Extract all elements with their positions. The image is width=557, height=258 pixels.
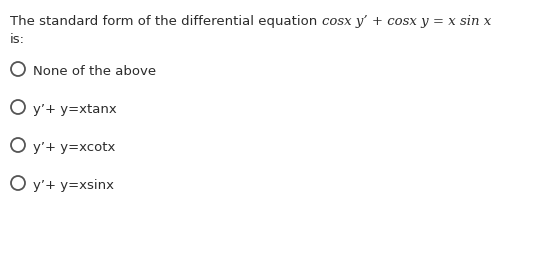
Text: y’+ y=xsinx: y’+ y=xsinx: [33, 179, 114, 192]
Text: The standard form of the differential equation: The standard form of the differential eq…: [10, 15, 321, 28]
Text: y’+ y=xtanx: y’+ y=xtanx: [33, 103, 117, 116]
Text: cosx y’ + cosx y = x sin x: cosx y’ + cosx y = x sin x: [323, 15, 492, 28]
Text: None of the above: None of the above: [33, 65, 156, 78]
Text: y’+ y=xcotx: y’+ y=xcotx: [33, 141, 115, 154]
Text: is:: is:: [10, 33, 25, 46]
